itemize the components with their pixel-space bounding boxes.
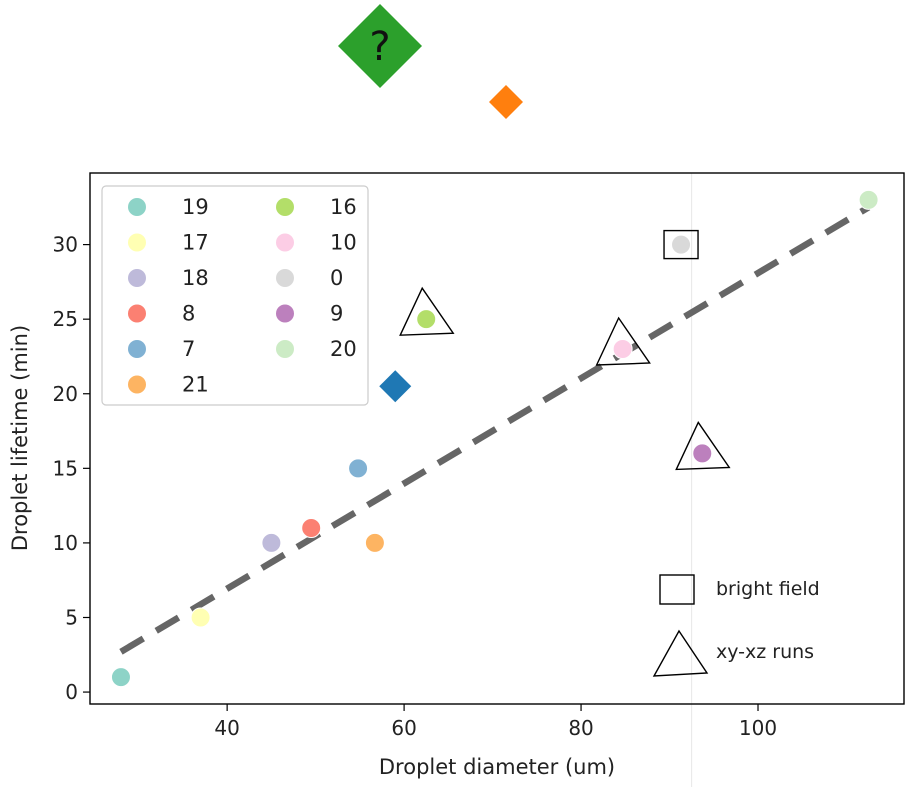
- y-tick-label-10: 10: [53, 531, 78, 555]
- data-point-19: [110, 667, 131, 688]
- data-point-9: [692, 443, 713, 464]
- plot-area: [89, 172, 905, 787]
- floating-diamond-label-0: ?: [369, 24, 390, 70]
- data-point-17: [190, 607, 211, 628]
- legend-label-18: 18: [182, 266, 209, 290]
- trend-line: [119, 204, 871, 655]
- legend-label-16: 16: [330, 195, 357, 219]
- legend-swatch-0: [276, 269, 294, 287]
- legend-label-0: 0: [330, 266, 343, 290]
- data-point-8: [301, 517, 322, 538]
- legend-swatch-8: [128, 304, 146, 323]
- y-tick-label-20: 20: [53, 382, 78, 406]
- legend-swatch-18: [128, 269, 146, 287]
- marker-legend-square: [659, 574, 695, 605]
- data-point-18: [261, 532, 282, 553]
- legend-swatch-19: [128, 198, 146, 216]
- legend-label-9: 9: [330, 302, 343, 326]
- data-point-21: [364, 532, 385, 553]
- y-axis-title: Droplet lifetime (min): [8, 325, 32, 551]
- legend-label-7: 7: [182, 337, 195, 361]
- floating-diamond-1: [489, 85, 523, 119]
- legend-swatch-9: [276, 304, 294, 323]
- legend-swatch-7: [128, 340, 146, 358]
- x-tick-label-60: 60: [391, 716, 416, 740]
- xy-xz-run-marker-0: [399, 286, 455, 336]
- legend-label-10: 10: [330, 231, 357, 255]
- extra-diamond-marker: [379, 370, 412, 403]
- marker-legend: bright field xy-xz runs: [652, 574, 820, 677]
- x-tick-label-40: 40: [214, 716, 239, 740]
- marker-legend-label-xy-xz-runs: xy-xz runs: [716, 641, 814, 663]
- legend-swatch-17: [128, 233, 146, 252]
- xy-xz-run-marker-2: [675, 421, 731, 471]
- y-tick-label-5: 5: [65, 605, 78, 629]
- color-legend: 19 17 18 8 7 21 16 10 0 9 20: [101, 185, 369, 406]
- y-tick-label-30: 30: [53, 233, 78, 257]
- y-tick-label-0: 0: [65, 680, 78, 704]
- data-point-0: [671, 234, 692, 255]
- data-point-10: [612, 339, 633, 360]
- legend-swatch-21: [128, 375, 146, 394]
- xy-xz-run-marker-1: [595, 316, 651, 366]
- bright-field-marker-0: [663, 229, 699, 260]
- x-tick-label-80: 80: [568, 716, 593, 740]
- plot-frame: [89, 172, 905, 705]
- x-axis-title: Droplet diameter (um): [379, 755, 615, 779]
- data-point-20: [858, 189, 879, 210]
- legend-label-20: 20: [330, 337, 357, 361]
- data-point-7: [348, 458, 369, 479]
- legend-label-17: 17: [182, 231, 209, 255]
- x-tick-label-100: 100: [739, 716, 777, 740]
- legend-box: [101, 185, 369, 406]
- legend-swatch-16: [276, 198, 294, 216]
- marker-legend-triangle: [652, 629, 709, 677]
- floating-markers: ?: [338, 4, 523, 119]
- legend-swatch-20: [276, 340, 294, 358]
- legend-label-19: 19: [182, 195, 209, 219]
- legend-label-21: 21: [182, 373, 209, 397]
- y-tick-label-15: 15: [53, 456, 78, 480]
- legend-label-8: 8: [182, 302, 195, 326]
- y-tick-label-25: 25: [53, 307, 78, 331]
- marker-legend-label-bright-field: bright field: [716, 578, 820, 600]
- legend-swatch-10: [276, 233, 294, 252]
- data-point-16: [416, 309, 437, 330]
- floating-diamond-0: [338, 4, 422, 88]
